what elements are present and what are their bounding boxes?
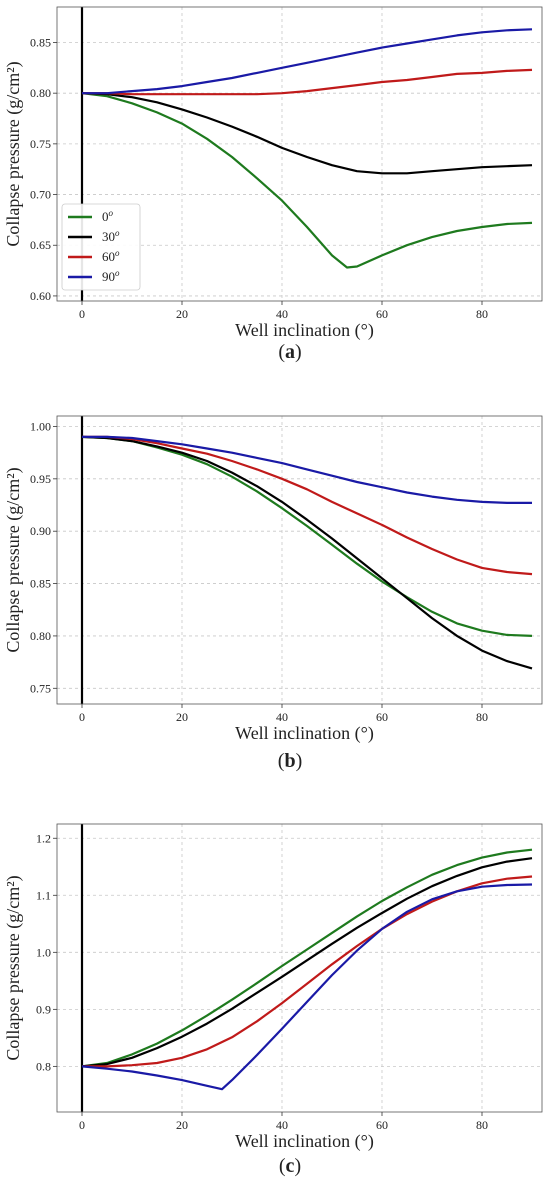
y-tick-label: 0.85 <box>30 35 51 49</box>
y-axis-label: Collapse pressure (g/cm²) <box>3 467 24 652</box>
y-tick-label: 1.0 <box>36 945 51 959</box>
x-tick-label: 60 <box>376 307 388 321</box>
y-tick-label: 1.2 <box>36 831 51 845</box>
plot-frame <box>56 6 543 302</box>
y-tick-label: 0.8 <box>36 1059 51 1073</box>
y-tick-label: 1.1 <box>36 888 51 902</box>
series-line-30deg <box>81 92 533 175</box>
series-line-0deg <box>81 848 533 1068</box>
y-tick-label: 0.60 <box>30 289 51 303</box>
panel-b: 0 20 40 60 80 0.75 0.80 0.85 0.90 0.95 1.00 Well in… <box>3 415 543 772</box>
plot-frame <box>56 415 543 705</box>
y-tick-label: 0.95 <box>30 472 51 486</box>
y-tick-label: 0.75 <box>30 681 51 695</box>
x-axis-label: Well inclination (°) <box>235 1131 374 1152</box>
panel-label: (b) <box>278 750 302 772</box>
legend-entry: 60o <box>102 248 120 264</box>
x-axis-label: Well inclination (°) <box>235 723 374 744</box>
legend-entry: 30o <box>102 228 120 244</box>
panel-c: 0 20 40 60 80 0.8 0.9 1.0 1.1 1.2 Well inclination… <box>3 823 543 1177</box>
x-tick-label: 0 <box>79 1118 85 1132</box>
series-line-60deg <box>82 435 533 576</box>
y-tick-label: 0.70 <box>30 188 51 202</box>
x-tick-label: 40 <box>276 1118 288 1132</box>
series-line-0deg <box>81 435 533 637</box>
x-tick-label: 40 <box>276 710 288 724</box>
legend-entry: 90o <box>102 268 120 284</box>
y-tick-label: 1.00 <box>30 419 51 433</box>
series-line-30deg <box>81 435 533 670</box>
plot-frame <box>56 823 543 1113</box>
series-line-30deg <box>81 857 533 1068</box>
series-line-0deg <box>81 92 533 269</box>
y-tick-label: 0.85 <box>30 577 51 591</box>
x-tick-label: 60 <box>376 710 388 724</box>
series-line-60deg <box>82 875 533 1068</box>
y-tick-label: 0.90 <box>30 524 51 538</box>
series-line-90deg <box>82 435 532 504</box>
x-tick-label: 20 <box>176 710 188 724</box>
x-tick-label: 0 <box>79 710 85 724</box>
y-axis-label: Collapse pressure (g/cm²) <box>3 61 24 246</box>
panel-label: (a) <box>278 341 301 363</box>
series-line-60deg <box>82 68 533 96</box>
y-tick-label: 0.65 <box>30 238 51 252</box>
series-line-90deg <box>82 28 533 95</box>
y-tick-label: 0.80 <box>30 629 51 643</box>
y-tick-label: 0.80 <box>30 86 51 100</box>
legend-entry: 0o <box>102 208 114 224</box>
x-tick-label: 60 <box>376 1118 388 1132</box>
x-tick-label: 80 <box>476 1118 488 1132</box>
y-tick-label: 0.75 <box>30 137 51 151</box>
x-tick-label: 80 <box>476 710 488 724</box>
x-tick-label: 40 <box>276 307 288 321</box>
x-tick-label: 0 <box>79 307 85 321</box>
x-axis-label: Well inclination (°) <box>235 320 374 341</box>
x-tick-label: 20 <box>176 307 188 321</box>
panel-label: (c) <box>279 1155 301 1177</box>
series-line-90deg <box>81 883 533 1091</box>
y-axis-label: Collapse pressure (g/cm²) <box>3 875 24 1060</box>
legend-box <box>61 203 141 291</box>
y-tick-label: 0.9 <box>36 1002 51 1016</box>
x-tick-label: 80 <box>476 307 488 321</box>
legend: 0o 30o 60o 90o <box>61 203 141 291</box>
x-tick-label: 20 <box>176 1118 188 1132</box>
panel-a: 0 20 40 60 80 0.60 0.65 0.70 0.75 0.80 0.85 Well in… <box>3 6 543 363</box>
